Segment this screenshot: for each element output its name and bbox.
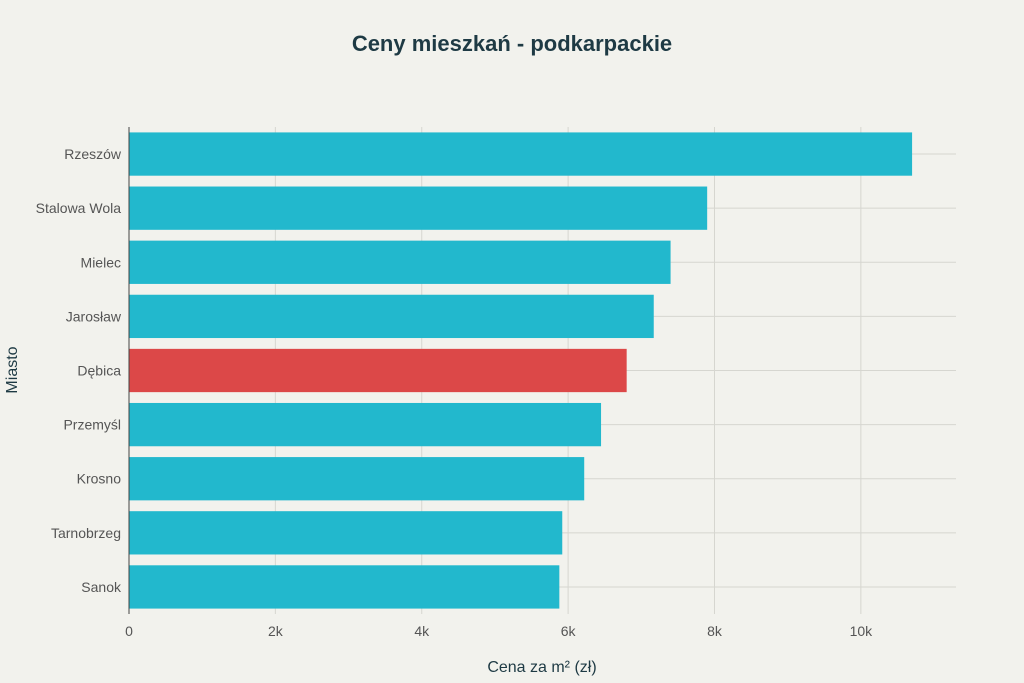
category-label: Rzeszów [64,146,122,162]
category-label: Jarosław [66,308,122,324]
bar [129,402,602,447]
x-axis-title: Cena za m² (zł) [487,659,596,676]
bar [129,457,585,501]
category-label: Sanok [81,579,122,595]
category-label: Stalowa Wola [36,200,122,216]
category-label: Tarnobrzeg [51,525,121,541]
x-tick-label: 10k [850,623,874,639]
x-tick-label: 0 [125,623,133,639]
x-tick-label: 4k [414,623,430,639]
x-tick-label: 2k [268,623,284,639]
bar [129,240,671,284]
x-tick-labels: 0 2k 4k 6k 8k 10k [125,623,873,639]
category-labels: Rzeszów Stalowa Wola Mielec Jarosław Dębica P… [36,146,122,595]
x-tick-label: 6k [561,623,577,639]
bar [129,294,654,339]
category-label: Przemyśl [63,417,121,433]
category-label: Dębica [77,363,121,379]
bar [129,132,913,176]
y-axis-title: Miasto [4,346,21,393]
x-tick-label: 8k [707,623,723,639]
bars [129,132,913,609]
bar [129,186,708,230]
bar [129,348,627,393]
category-label: Mielec [81,254,121,270]
bar [129,511,563,555]
category-label: Krosno [77,471,122,487]
bar [129,565,560,609]
chart-title: Ceny mieszkań - podkarpackie [352,31,672,56]
